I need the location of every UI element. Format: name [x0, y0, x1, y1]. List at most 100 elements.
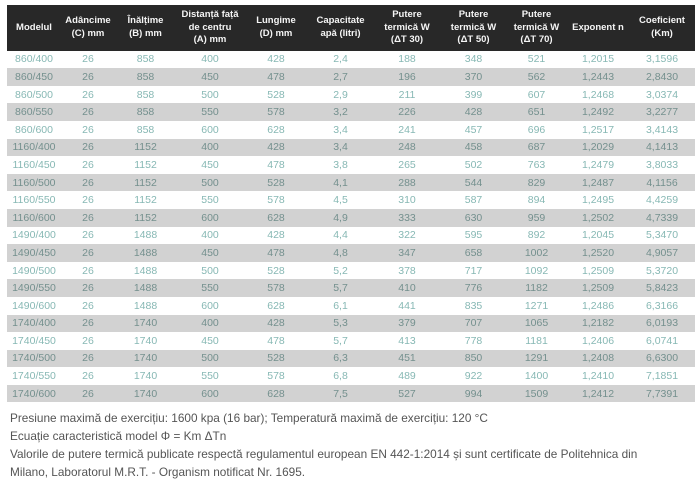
table-cell: 265 [398, 158, 416, 171]
table-cell: 428 [267, 229, 285, 242]
table-cell: 651 [527, 106, 546, 119]
table-cell: 428 [464, 106, 483, 119]
table-cell: 400 [201, 53, 219, 66]
model-cell: 1160/600 [12, 211, 56, 224]
table-cell: 400 [201, 317, 219, 330]
table-cell: 3,4 [333, 123, 348, 136]
table-cell: 658 [464, 246, 483, 259]
table-cell: 457 [464, 123, 483, 136]
table-cell: 26 [82, 370, 94, 383]
note-equation: Ecuație caracteristică model Φ = Km ΔTn [10, 429, 227, 444]
table-cell: 1488 [133, 264, 158, 277]
table-cell: 922 [464, 370, 483, 383]
table-cell: 26 [82, 229, 94, 242]
table-cell: 687 [527, 141, 546, 154]
table-cell: 521 [527, 53, 546, 66]
model-cell: 1740/400 [12, 317, 56, 330]
table-cell: 1152 [134, 158, 157, 171]
table-row: 1160/550 26 1152 550 578 4,5 310 587 894 1,2495 4,… [7, 191, 695, 209]
table-cell: 7,5 [333, 387, 348, 400]
table-cell: 528 [267, 352, 285, 365]
table-cell: 578 [267, 282, 285, 295]
table-cell: 6,0193 [645, 317, 679, 330]
table-row: 1740/450 26 1740 450 478 5,7 413 778 1181 1,2406 6… [7, 332, 695, 350]
table-cell: 1002 [524, 246, 549, 259]
table-cell: 4,4 [333, 229, 348, 242]
table-cell: 628 [267, 123, 285, 136]
table-cell: 26 [82, 70, 94, 83]
model-cell: 1160/550 [12, 194, 56, 207]
column-header: Coeficient (Km) [629, 5, 695, 51]
table-cell: 1065 [524, 317, 549, 330]
table-cell: 26 [82, 194, 94, 207]
table-cell: 1,2509 [581, 282, 615, 295]
table-cell: 578 [267, 106, 285, 119]
table-cell: 628 [267, 211, 285, 224]
table-cell: 400 [201, 141, 219, 154]
table-cell: 5,2 [333, 264, 348, 277]
model-cell: 1160/450 [12, 158, 56, 171]
table-cell: 578 [267, 370, 285, 383]
column-header: Înălțime (B) mm [115, 5, 176, 51]
table-cell: 6,8 [333, 370, 348, 383]
table-cell: 528 [267, 176, 285, 189]
table-cell: 544 [464, 176, 483, 189]
table-cell: 1,2479 [581, 158, 615, 171]
table-row: 1160/600 26 1152 600 628 4,9 333 630 959 1,2502 4,… [7, 208, 695, 227]
table-cell: 1488 [133, 299, 158, 312]
table-cell: 1,2520 [581, 246, 615, 259]
table-row: 1490/550 26 1488 550 578 5,7 410 776 1182 1,2509 5… [7, 279, 695, 297]
table-cell: 6,3166 [645, 299, 679, 312]
table-header-row: Modelul Adâncime (C) mm Înălțime (B) mm Dis… [7, 5, 695, 51]
table-cell: 500 [201, 264, 219, 277]
table-cell: 578 [267, 194, 285, 207]
table-cell: 550 [201, 370, 219, 383]
table-cell: 1509 [524, 387, 549, 400]
table-cell: 4,5 [333, 194, 348, 207]
table-cell: 959 [527, 211, 546, 224]
model-cell: 1490/500 [12, 264, 56, 277]
table-cell: 226 [398, 106, 416, 119]
table-row: 1160/450 26 1152 450 478 3,8 265 502 763 1,2479 3,… [7, 156, 695, 174]
table-cell: 1,2443 [581, 70, 615, 83]
table-cell: 428 [267, 317, 285, 330]
table-cell: 5,7 [333, 334, 348, 347]
column-header: Distanță față de centru (A) mm [176, 5, 244, 51]
model-cell: 1160/500 [12, 176, 56, 189]
table-row: 1160/400 26 1152 400 428 3,4 248 458 687 1,2029 4,… [7, 138, 695, 157]
table-cell: 1,2509 [581, 264, 615, 277]
model-cell: 860/450 [15, 70, 53, 83]
table-cell: 1,2029 [581, 141, 615, 154]
table-row: 1740/550 26 1740 550 578 6,8 489 922 1400 1,2410 7… [7, 367, 695, 385]
model-cell: 1490/550 [12, 282, 56, 295]
table-cell: 892 [527, 229, 546, 242]
table-cell: 4,4259 [645, 194, 679, 207]
table-cell: 1,2015 [581, 53, 615, 66]
table-row: 860/550 26 858 550 578 3,2 226 428 651 1,2492 3,22… [7, 103, 695, 121]
table-cell: 1,2408 [581, 352, 615, 365]
table-cell: 211 [398, 88, 416, 101]
table-cell: 3,1596 [645, 53, 679, 66]
model-cell: 1740/500 [12, 352, 56, 365]
table-cell: 26 [82, 317, 94, 330]
footnotes: Presiune maximă de exercițiu: 1600 kpa (… [10, 409, 672, 481]
table-cell: 348 [464, 53, 483, 66]
model-cell: 860/400 [15, 53, 53, 66]
table-cell: 1,2486 [581, 299, 615, 312]
table-cell: 1,2502 [581, 211, 615, 224]
table-cell: 6,3 [333, 352, 348, 365]
table-cell: 528 [267, 264, 285, 277]
column-header: Capacitate apă (litri) [308, 5, 373, 51]
table-cell: 1181 [525, 334, 548, 347]
table-cell: 196 [398, 70, 416, 83]
model-cell: 1740/550 [12, 370, 56, 383]
table-cell: 1740 [133, 352, 158, 365]
table-row: 1740/500 26 1740 500 528 6,3 451 850 1291 1,2408 6… [7, 349, 695, 368]
table-cell: 428 [267, 141, 285, 154]
table-cell: 322 [398, 229, 416, 242]
table-cell: 26 [82, 299, 94, 312]
table-cell: 428 [267, 53, 285, 66]
table-cell: 528 [267, 88, 285, 101]
table-cell: 379 [398, 317, 416, 330]
model-cell: 1490/600 [12, 299, 56, 312]
